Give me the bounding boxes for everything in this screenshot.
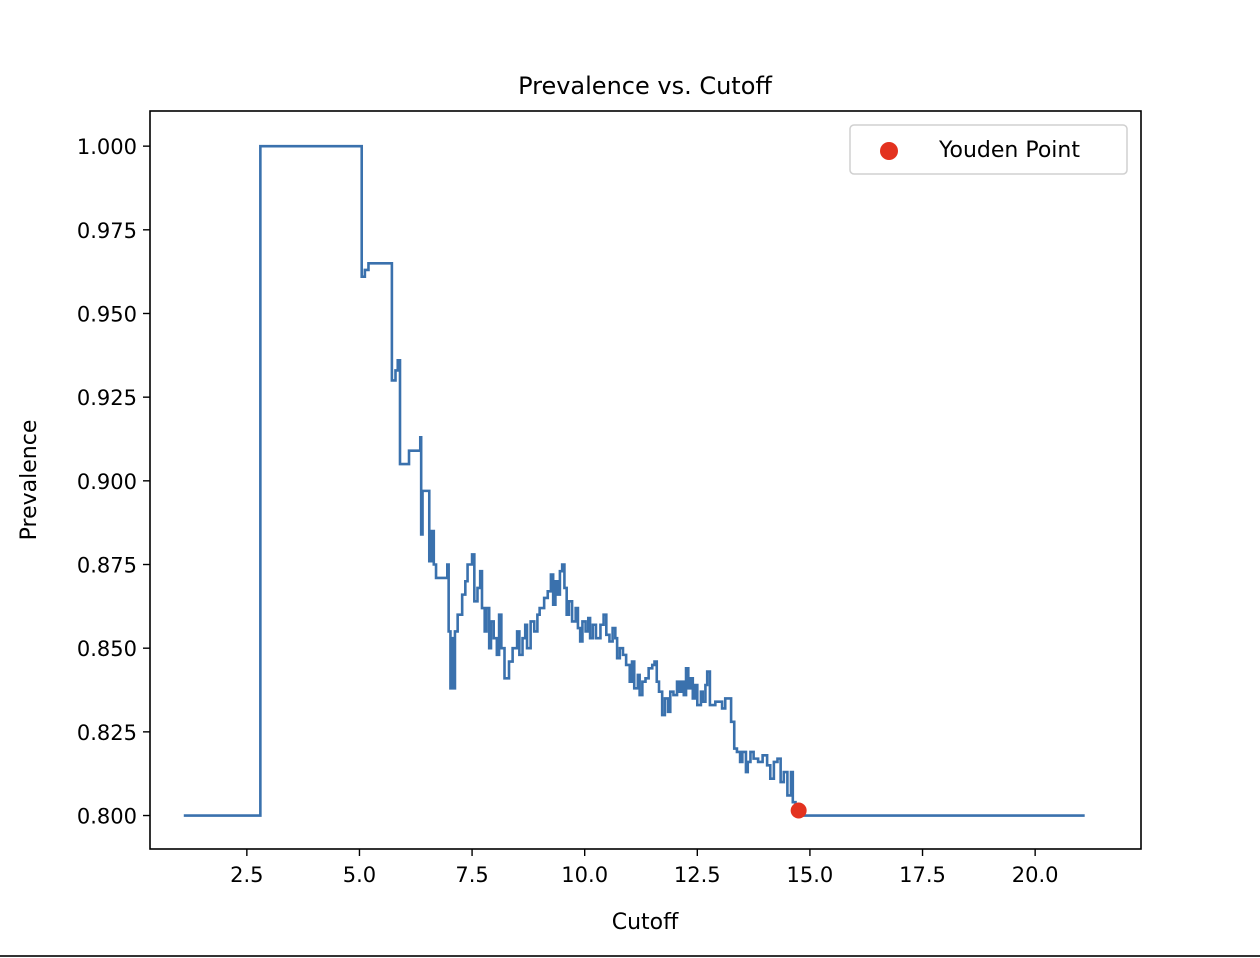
y-tick-label: 0.900 xyxy=(77,470,137,494)
x-tick-label: 15.0 xyxy=(787,863,834,887)
y-tick-label: 1.000 xyxy=(77,135,137,159)
plot-area xyxy=(149,110,1142,850)
x-tick-label: 10.0 xyxy=(561,863,608,887)
legend-youden-marker xyxy=(880,142,898,160)
x-axis-label: Cutoff xyxy=(612,910,679,935)
x-tick-label: 17.5 xyxy=(899,863,946,887)
legend-entry-youden-point: Youden Point xyxy=(938,138,1080,163)
y-axis-label: Prevalence xyxy=(17,420,42,541)
y-tick-label: 0.925 xyxy=(77,386,137,410)
x-tick-label: 2.5 xyxy=(230,863,263,887)
axes-frame xyxy=(149,110,1142,850)
y-axis-ticks: 0.800 0.825 0.850 0.875 0.900 0.925 0.950 0.975… xyxy=(77,135,150,829)
x-tick-label: 20.0 xyxy=(1012,863,1059,887)
youden-point-marker xyxy=(790,802,807,819)
legend-box xyxy=(849,124,1128,175)
chart-title: Prevalence vs. Cutoff xyxy=(518,72,772,100)
prevalence-line xyxy=(183,144,1085,817)
x-tick-label: 12.5 xyxy=(674,863,721,887)
window-bottom-border xyxy=(0,955,1260,957)
y-tick-label: 0.875 xyxy=(77,554,137,578)
y-tick-label: 0.825 xyxy=(77,721,137,745)
y-tick-label: 0.800 xyxy=(77,805,137,829)
x-tick-label: 7.5 xyxy=(455,863,488,887)
legend: Youden Point xyxy=(849,124,1128,175)
x-tick-label: 5.0 xyxy=(343,863,376,887)
y-tick-label: 0.850 xyxy=(77,637,137,661)
y-tick-label: 0.950 xyxy=(77,302,137,326)
x-axis-ticks: 2.5 5.0 7.5 10.0 12.5 15.0 17.5 20.0 xyxy=(230,849,1059,887)
y-tick-label: 0.975 xyxy=(77,219,137,243)
